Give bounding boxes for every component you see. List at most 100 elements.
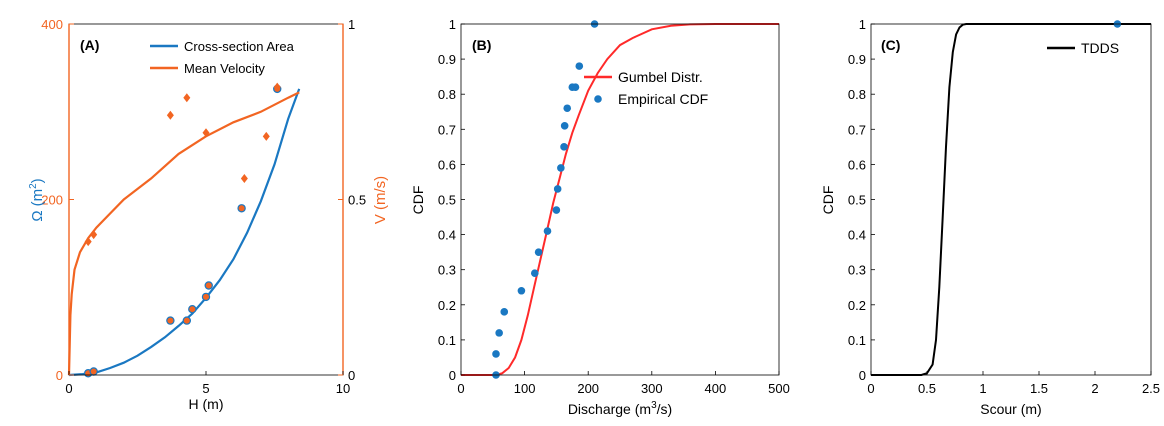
x-tick-label-b: 200 [577,381,599,396]
legend-label-cross-section: Cross-section Area [184,39,295,54]
area-point [188,304,197,314]
x-tick-label-c: 1.5 [1030,381,1048,396]
x-tick-label-c: 2.5 [1142,381,1160,396]
panel-a-ylabel-left: Ω(m2) [28,178,46,221]
y-tick-label-c: 0.7 [848,122,866,137]
x-tick-label-a: 5 [202,381,209,396]
panel-a-legend: Cross-section Area Mean Velocity [150,39,295,76]
empirical-point [495,329,503,337]
x-tick-label-c: 2 [1091,381,1098,396]
y-tick-label-b: 0.1 [438,333,456,348]
empirical-point [530,269,539,278]
panel-b: 0 100 200 300 400 500 0 0.1 0.2 0.3 0.4 0.5 0.6 0.7 0.… [410,17,790,417]
x-tick-label-c: 0.5 [918,381,936,396]
x-tick-label-b: 400 [705,381,727,396]
y-tick-label-c: 0.9 [848,52,866,67]
empirical-point [557,164,565,172]
y-tick-label-b: 0.2 [438,298,456,313]
panel-b-label: (B) [472,37,491,53]
panel-a-ylabel-right: V (m/s) [372,176,389,224]
panel-b-xlabel: Discharge (m3/s) [568,400,672,417]
y-tick-label-b: 0.5 [438,193,456,208]
y-tick-label-c: 0.4 [848,228,866,243]
velocity-point [84,237,92,247]
y-tick-label-c: 0.2 [848,298,866,313]
panel-c-legend: TDDS [1047,40,1119,56]
y-tick-label-left-a: 400 [41,17,63,32]
y-tick-label-c: 0.8 [848,87,866,102]
series-line-0 [68,88,301,377]
panel-b-legend: Gumbel Distr. Empirical CDF [584,69,708,107]
x-tick-label-a: 10 [336,381,350,396]
area-point [201,292,211,302]
empirical-point [517,286,526,295]
area-point [166,316,175,325]
empirical-point [560,121,569,130]
y-tick-label-b: 0.3 [438,263,456,278]
y-tick-label-c: 0.3 [848,263,866,278]
empirical-point [563,104,572,113]
legend-swatch-empirical [594,95,602,103]
velocity-point [183,93,191,103]
y-tick-label-b: 0.4 [438,228,456,243]
y-tick-label-c: 0.1 [848,333,866,348]
legend-label-mean-velocity: Mean Velocity [184,61,265,76]
panel-a-frame [68,23,344,376]
gumbel-line [461,23,779,376]
legend-label-empirical: Empirical CDF [618,91,708,107]
velocity-point [240,173,248,183]
x-tick-label-b: 500 [768,381,790,396]
panel-c-label: (C) [881,37,900,53]
x-tick-label-a: 0 [65,381,72,396]
y-tick-label-b: 0.7 [438,122,456,137]
y-tick-label-right-a: 0.5 [348,193,366,208]
area-point [237,204,246,213]
x-tick-label-b: 100 [514,381,536,396]
panel-a-label: (A) [80,37,99,53]
panel-b-ylabel: CDF [410,186,426,215]
y-tick-label-right-a: 0 [348,368,355,383]
y-tick-label-b: 0.9 [438,52,456,67]
panel-c-xlabel: Scour (m) [980,401,1041,417]
x-tick-label-c: 1 [979,381,986,396]
empirical-point [553,185,562,193]
empirical-point [492,350,500,358]
y-tick-label-c: 0.5 [848,193,866,208]
y-tick-label-b: 0.8 [438,87,456,102]
x-tick-label-c: 0 [867,381,874,396]
empirical-point [571,83,580,91]
y-tick-label-b: 1 [449,17,456,32]
series-line-1 [67,91,300,376]
y-tick-label-c: 0 [859,368,866,383]
panel-a-xlabel: H (m) [189,396,224,412]
x-tick-label-b: 0 [457,381,464,396]
velocity-point [273,82,281,92]
empirical-point [560,143,568,151]
y-tick-label-b: 0 [449,368,456,383]
area-point [204,281,213,290]
y-tick-label-right-a: 1 [348,17,355,32]
legend-label-gumbel: Gumbel Distr. [618,69,703,85]
velocity-point [262,131,270,141]
panel-c-frame [870,23,1152,376]
area-point [182,316,192,325]
empirical-point [543,227,552,235]
area-point [89,367,98,376]
panel-c: 0 0.5 1 1.5 2 2.5 0 0.1 0.2 0.3 0.4 0.5 0.6 0.7 0.8 0.9… [820,17,1160,417]
x-tick-label-b: 300 [641,381,663,396]
y-tick-label-left-a: 200 [41,193,63,208]
velocity-point [166,110,174,120]
panel-c-ylabel: CDF [820,186,836,215]
y-tick-label-c: 1 [859,17,866,32]
empirical-point [500,308,509,316]
tdds-line [871,23,1151,376]
y-tick-label-left-a: 0 [56,368,63,383]
empirical-point [534,248,543,256]
y-tick-label-b: 0.6 [438,157,456,172]
velocity-point [202,128,210,138]
velocity-point [90,230,98,240]
empirical-point [552,206,561,214]
empirical-point [575,62,584,70]
